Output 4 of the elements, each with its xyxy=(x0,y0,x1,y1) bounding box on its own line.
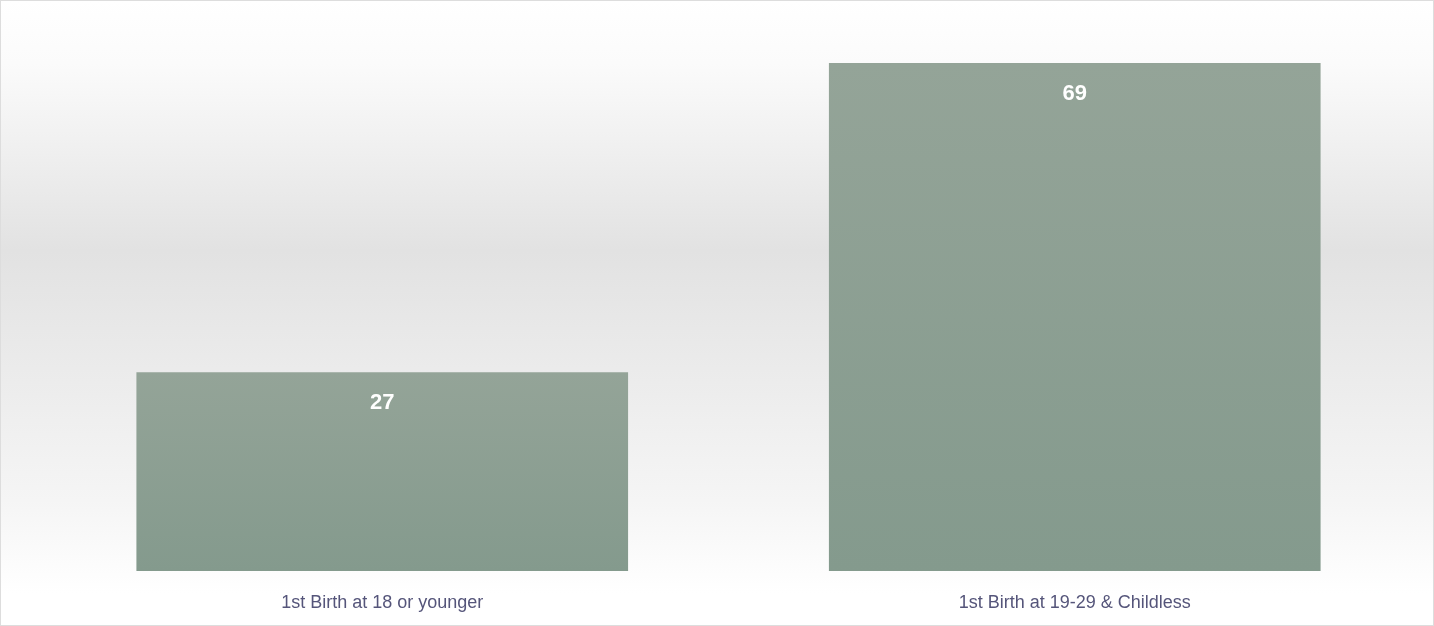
data-label: 27 xyxy=(370,388,395,414)
x-tick-label: 1st Birth at 19-29 & Childless xyxy=(958,592,1191,612)
x-tick-label: 1st Birth at 18 or younger xyxy=(281,592,484,612)
data-label: 69 xyxy=(1062,79,1087,105)
